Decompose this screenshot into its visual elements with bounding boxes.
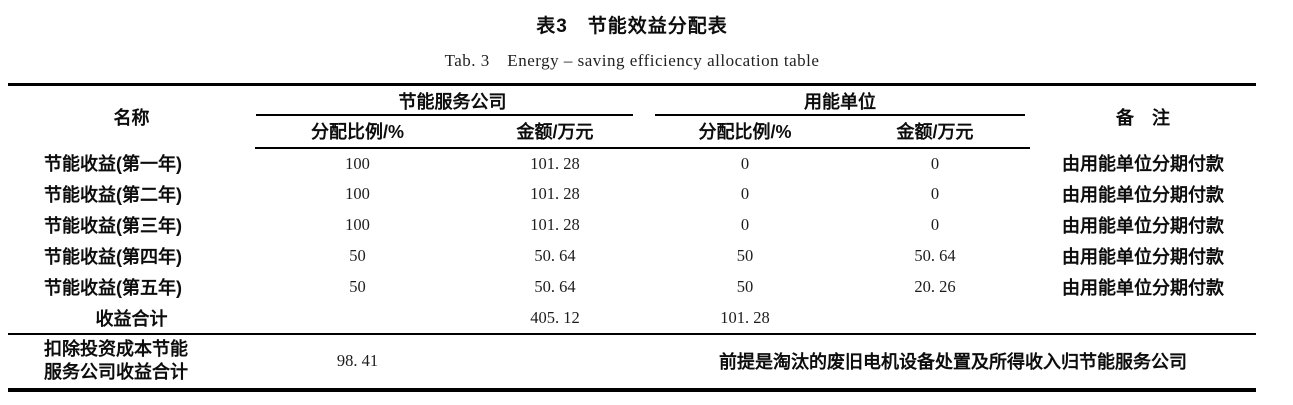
net-total-label-line2: 服务公司收益合计 (44, 362, 188, 382)
user-amount-value: 0 (930, 215, 940, 234)
total-row: 收益合计 405. 12 101. 28 (8, 303, 1256, 334)
remark-value: 由用能单位分期付款 (1062, 185, 1224, 205)
table-row: 节能收益(第一年) 100 101. 28 0 0 由用能单位分期付款 (8, 148, 1256, 179)
table-row: 节能收益(第四年) 50 50. 64 50 50. 64 由用能单位分期付款 (8, 241, 1256, 272)
sub-header-row: 分配比例/% 金额/万元 分配比例/% 金额/万元 (8, 115, 1256, 149)
row-label: 节能收益(第三年) (44, 216, 182, 236)
total-esco-ratio-empty (255, 303, 460, 334)
user-ratio-value: 0 (740, 184, 750, 203)
header-name: 名称 (113, 107, 150, 128)
net-total-row: 扣除投资成本节能 服务公司收益合计 98. 41 前提是淘汰的废旧电机设备处置及… (8, 332, 1256, 390)
esco-ratio-value: 50 (349, 277, 366, 296)
user-amount-value: 50. 64 (914, 246, 956, 265)
user-ratio-value: 50 (736, 277, 754, 296)
table-title-zh: 表3 节能效益分配表 (536, 16, 728, 37)
row-label: 节能收益(第五年) (44, 278, 182, 298)
total-user-ratio-value: 101. 28 (720, 307, 770, 327)
esco-amount-value: 50. 64 (534, 246, 576, 265)
header-esco-group: 节能服务公司 (255, 85, 650, 116)
user-amount-value: 0 (930, 153, 940, 173)
esco-ratio-value: 100 (345, 215, 370, 234)
table-row: 节能收益(第五年) 50 50. 64 50 20. 26 由用能单位分期付款 (8, 272, 1256, 303)
remark-value: 由用能单位分期付款 (1062, 247, 1224, 267)
row-label: 节能收益(第二年) (44, 185, 182, 205)
net-total-label: 扣除投资成本节能 服务公司收益合计 (8, 332, 255, 390)
row-label: 节能收益(第四年) (44, 247, 182, 267)
esco-amount-value: 101. 28 (530, 184, 580, 203)
header-remark: 备 注 (1116, 107, 1170, 128)
row-label: 节能收益(第一年) (44, 154, 182, 174)
net-total-esco-ratio-value: 98. 41 (255, 332, 460, 390)
total-esco-amount-value: 405. 12 (530, 307, 580, 327)
esco-amount-value: 101. 28 (530, 215, 580, 234)
esco-amount-value: 101. 28 (530, 153, 580, 173)
esco-ratio-value: 100 (345, 184, 370, 203)
net-total-label-line1: 扣除投资成本节能 (44, 339, 188, 359)
total-user-amount-empty (840, 303, 1030, 334)
user-ratio-value: 0 (740, 215, 750, 234)
header-user-amount: 金额/万元 (840, 115, 1030, 149)
condition-note: 前提是淘汰的废旧电机设备处置及所得收入归节能服务公司 (650, 332, 1256, 390)
table-header: 名称 节能服务公司 用能单位 备 注 分配比例/% 金额/万元 分配比例/% 金… (8, 85, 1256, 149)
esco-ratio-value: 100 (345, 153, 370, 173)
remark-value: 由用能单位分期付款 (1062, 154, 1224, 174)
total-row-label: 收益合计 (95, 308, 168, 329)
user-ratio-value: 0 (740, 153, 750, 173)
user-ratio-value: 50 (736, 246, 754, 265)
header-esco-amount: 金额/万元 (460, 115, 650, 149)
esco-ratio-value: 50 (349, 246, 366, 265)
table-title-en: Tab. 3 Energy – saving efficiency alloca… (444, 51, 820, 70)
header-user-ratio: 分配比例/% (650, 115, 840, 149)
header-esco-ratio: 分配比例/% (255, 115, 460, 149)
remark-value: 由用能单位分期付款 (1062, 216, 1224, 236)
table-row: 节能收益(第三年) 100 101. 28 0 0 由用能单位分期付款 (8, 210, 1256, 241)
total-remark-empty (1030, 303, 1256, 334)
table-row: 节能收益(第二年) 100 101. 28 0 0 由用能单位分期付款 (8, 179, 1256, 210)
header-user-group: 用能单位 (650, 85, 1030, 116)
table-caption: 表3 节能效益分配表 Tab. 3 Energy – saving effici… (8, 0, 1256, 71)
user-amount-value: 20. 26 (914, 277, 956, 296)
esco-amount-value: 50. 64 (534, 277, 576, 296)
allocation-table: 名称 节能服务公司 用能单位 备 注 分配比例/% 金额/万元 分配比例/% 金… (8, 83, 1256, 392)
remark-value: 由用能单位分期付款 (1062, 278, 1224, 298)
net-total-esco-amount-empty (460, 332, 650, 390)
user-amount-value: 0 (930, 184, 940, 203)
group-header-row: 名称 节能服务公司 用能单位 备 注 (8, 85, 1256, 128)
